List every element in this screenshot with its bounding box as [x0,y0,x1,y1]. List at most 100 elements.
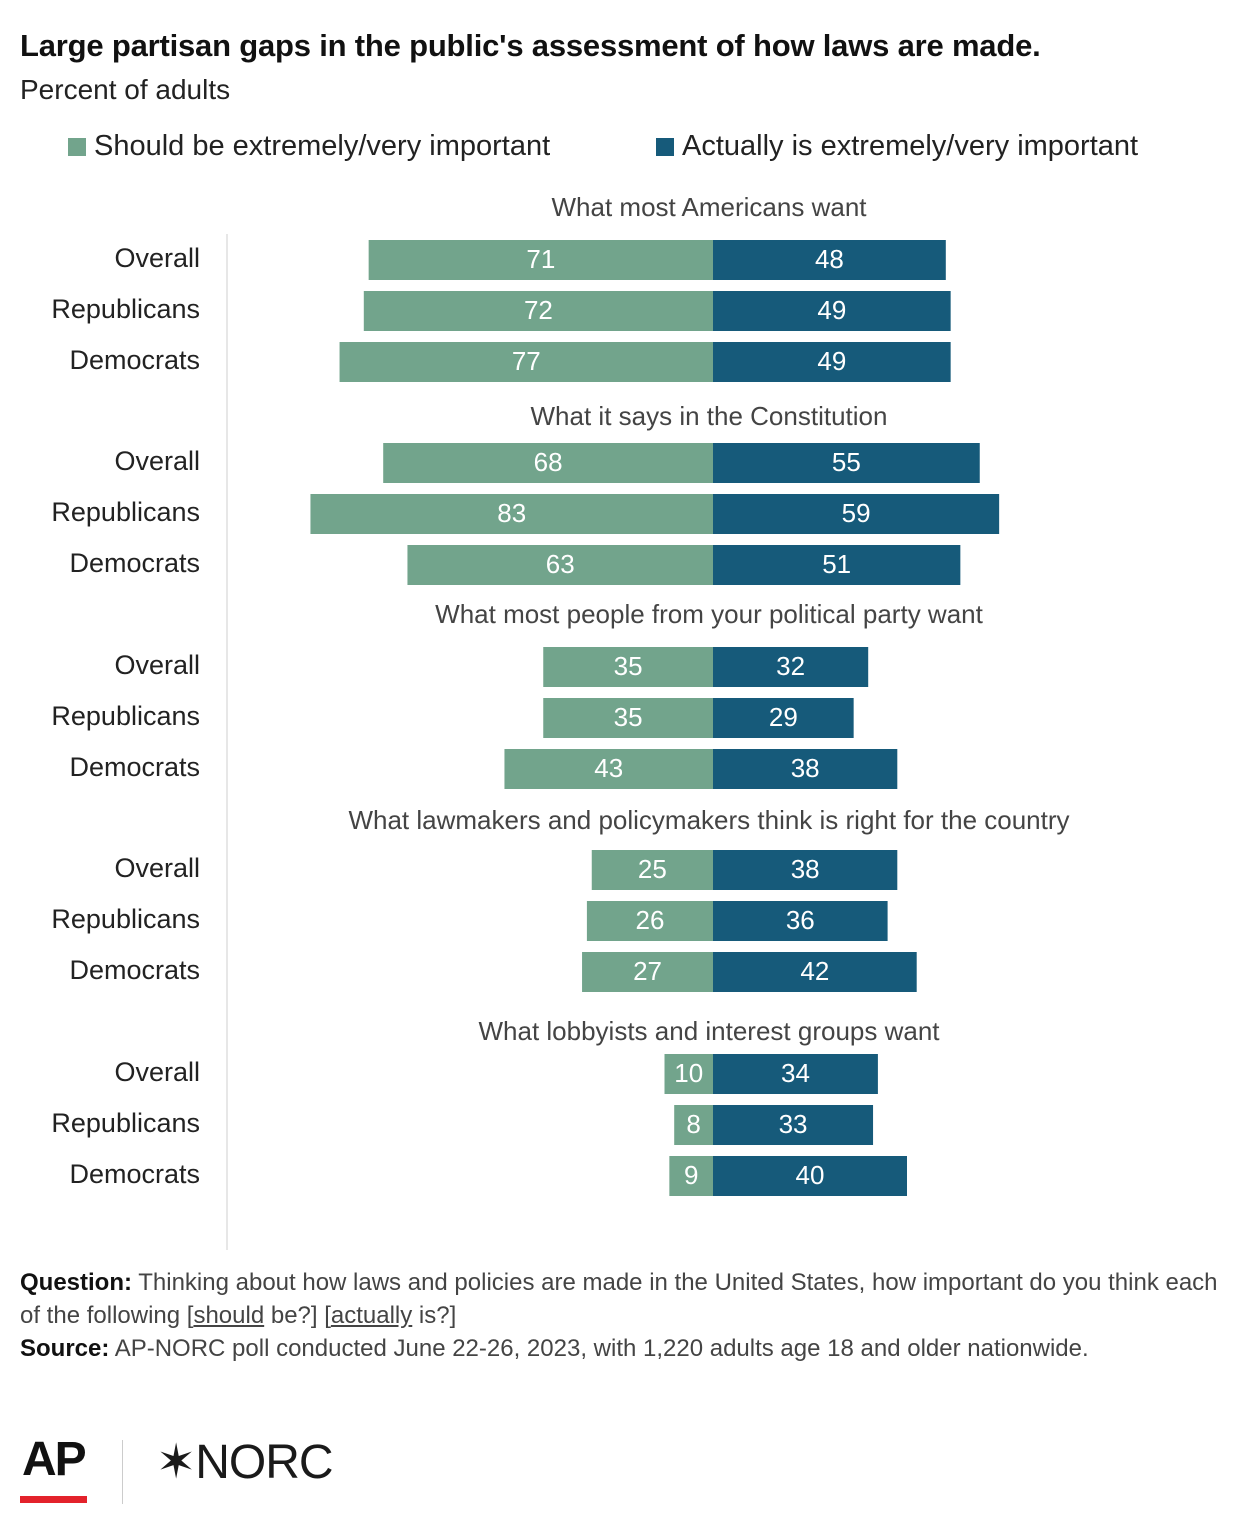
data-label-should: 35 [614,651,643,681]
bar-actual [713,443,980,483]
chart-title: Large partisan gaps in the public's asse… [20,28,1041,63]
legend-item-should: Should be extremely/very important [68,130,550,163]
legend-swatch-actual [656,137,674,156]
group-title: What most people from your political par… [435,599,983,629]
data-label-should: 72 [524,295,553,325]
footer-source: Source: AP-NORC poll conducted June 22-2… [20,1332,1220,1365]
ap-logo: AP [22,1433,87,1486]
row-label: Democrats [69,752,200,782]
chart-subtitle: Percent of adults [20,74,231,105]
data-label-actual: 40 [796,1160,825,1190]
data-label-actual: 38 [791,753,820,783]
data-label-should: 83 [497,498,526,528]
bar-should [310,494,713,534]
legend: Should be extremely/very important Actua… [0,130,1239,170]
bar-should [591,850,713,890]
bar-should [543,647,713,687]
row-label: Republicans [51,701,200,731]
data-label-should: 26 [635,905,664,935]
bar-actual [713,749,898,789]
question-actually: actually [330,1302,413,1329]
bar-should [582,952,713,992]
data-label-should: 25 [638,854,667,884]
bar-should [586,901,713,941]
question-label: Question: [20,1269,132,1296]
group-title: What lawmakers and policymakers think is… [348,805,1069,835]
data-label-should: 68 [534,447,563,477]
question-text-3: is?] [412,1302,457,1329]
data-label-actual: 42 [800,956,829,986]
bar-should [339,342,713,382]
row-label: Democrats [69,1159,200,1189]
group-title: What most Americans want [552,192,868,222]
data-label-actual: 55 [832,447,861,477]
logo-divider [122,1440,123,1504]
source-text: AP-NORC poll conducted June 22-26, 2023,… [109,1335,1089,1362]
question-text-1: Thinking about how laws and policies are… [20,1269,1218,1329]
bar-should [368,240,713,280]
data-label-actual: 32 [776,651,805,681]
bar-actual [713,1105,874,1145]
data-label-actual: 59 [842,498,871,528]
bar-should [543,698,713,738]
bar-actual [713,240,946,280]
row-label: Overall [114,853,200,883]
question-text-2: be?] [ [264,1302,331,1329]
row-label: Republicans [51,497,200,527]
bar-actual [713,850,898,890]
row-label: Overall [114,1057,200,1087]
data-label-actual: 49 [817,295,846,325]
row-label: Overall [114,650,200,680]
bar-should [363,291,713,331]
logo-area: AP ✶NORC [0,1410,1239,1536]
bar-actual [713,698,854,738]
row-label: Republicans [51,1108,200,1138]
norc-logo: ✶NORC [156,1436,334,1489]
bar-actual [713,647,869,687]
data-label-should: 27 [633,956,662,986]
bar-should [669,1156,713,1196]
footer-question: Question: Thinking about how laws and po… [20,1266,1220,1332]
data-label-should: 43 [594,753,623,783]
bar-actual [713,1156,907,1196]
data-label-actual: 49 [817,346,846,376]
data-label-should: 35 [614,702,643,732]
row-label: Republicans [51,294,200,324]
question-should: should [193,1302,265,1329]
data-label-should: 8 [686,1109,700,1139]
row-label: Democrats [69,955,200,985]
data-label-should: 77 [512,346,541,376]
bar-should [383,443,713,483]
data-label-should: 63 [546,549,575,579]
bar-actual [713,952,917,992]
bar-should [504,749,713,789]
data-label-actual: 38 [791,854,820,884]
bar-actual [713,342,951,382]
ap-logo-underline [20,1496,87,1503]
data-label-should: 71 [526,244,555,274]
bar-actual [713,901,888,941]
data-label-actual: 36 [786,905,815,935]
bar-should [664,1054,713,1094]
bar-should [407,545,713,585]
data-label-actual: 48 [815,244,844,274]
bar-actual [713,291,951,331]
data-label-should: 10 [674,1058,703,1088]
row-label: Overall [114,243,200,273]
data-label-actual: 33 [779,1109,808,1139]
data-label-actual: 34 [781,1058,810,1088]
row-label: Republicans [51,904,200,934]
bar-actual [713,494,1000,534]
data-label-should: 9 [684,1160,698,1190]
bar-should [674,1105,713,1145]
data-label-actual: 51 [822,549,851,579]
row-label: Democrats [69,345,200,375]
legend-swatch-should [68,137,86,156]
group-title: What it says in the Constitution [531,401,888,431]
source-label: Source: [20,1335,110,1362]
diverging-bar-chart: What most Americans want Overall 71 48 Repub… [51,192,1070,1250]
legend-label-actual: Actually is extremely/very important [682,130,1139,162]
group-title: What lobbyists and interest groups want [478,1016,940,1046]
data-label-actual: 29 [769,702,798,732]
bar-actual [713,545,961,585]
